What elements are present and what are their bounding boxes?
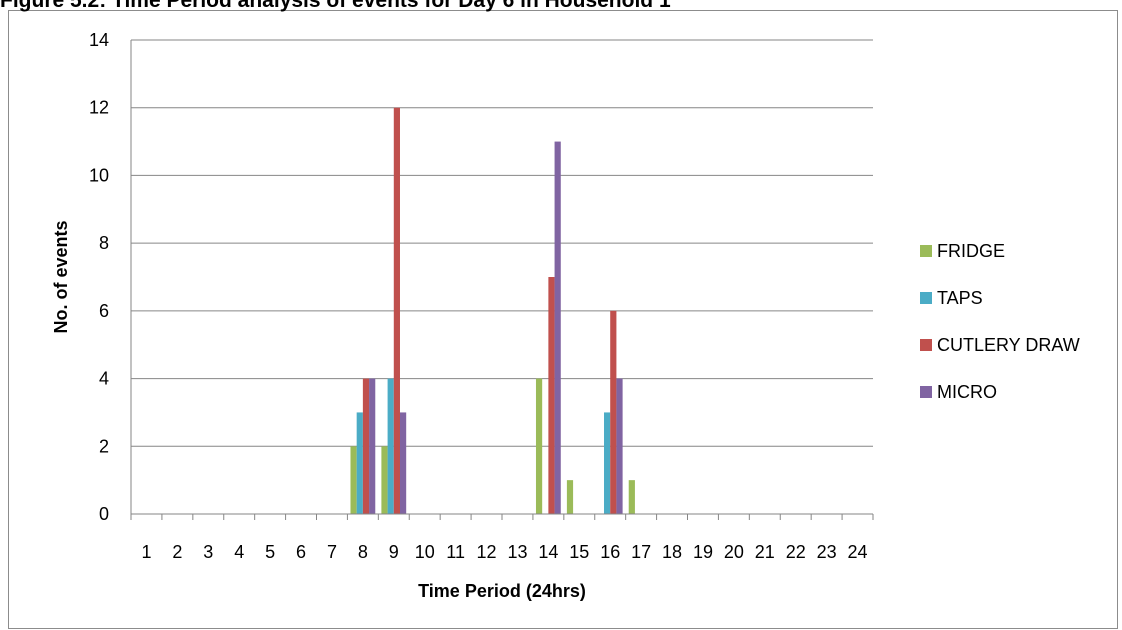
bar-cutlery-draw xyxy=(362,378,370,514)
y-tick-labels: 0 2 4 6 8 10 12 14 xyxy=(89,30,109,524)
x-axis-title: Time Period (24hrs) xyxy=(418,581,586,601)
bar-taps xyxy=(356,412,363,514)
legend-swatch xyxy=(920,245,932,257)
bar-fridge xyxy=(381,446,388,514)
legend-label: CUTLERY DRAW xyxy=(937,335,1080,355)
bar-micro xyxy=(369,378,376,514)
bars xyxy=(350,107,635,515)
page-title: Figure 5.2: Time Period analysis of even… xyxy=(0,0,671,12)
y-tick-label: 2 xyxy=(99,436,109,456)
bar-cutlery-draw xyxy=(610,310,617,514)
bar-cutlery-draw xyxy=(548,277,555,514)
gridlines xyxy=(131,39,873,515)
axes xyxy=(130,40,874,520)
x-tick-label: 3 xyxy=(203,542,213,562)
legend-label: TAPS xyxy=(937,288,983,308)
y-tick-label: 6 xyxy=(99,301,109,321)
x-tick-label: 9 xyxy=(389,542,399,562)
x-tick-label: 20 xyxy=(724,542,744,562)
x-tick-label: 23 xyxy=(817,542,837,562)
y-tick-label: 0 xyxy=(99,504,109,524)
y-tick-label: 10 xyxy=(89,165,109,185)
x-tick-label: 15 xyxy=(569,542,589,562)
legend: FRIDGE TAPS CUTLERY DRAW MICRO xyxy=(920,241,1080,402)
x-tick-label: 1 xyxy=(141,542,151,562)
x-tick-label: 16 xyxy=(600,542,620,562)
bar-fridge xyxy=(535,378,543,514)
x-tick-label: 7 xyxy=(327,542,337,562)
bar-taps xyxy=(604,412,611,514)
bar-micro xyxy=(399,412,407,514)
x-tick-label: 6 xyxy=(296,542,306,562)
legend-label: MICRO xyxy=(937,382,997,402)
bar-fridge xyxy=(350,446,357,514)
bar-micro xyxy=(616,378,623,514)
bar-fridge xyxy=(628,480,635,514)
chart-frame xyxy=(8,10,1118,629)
y-tick-label: 12 xyxy=(89,98,109,118)
x-tick-label: 10 xyxy=(415,542,435,562)
x-tick-labels: 1 2 3 4 5 6 7 8 9 10 11 12 13 14 15 16 17 18 19 20 21 22 23 24 xyxy=(141,542,867,562)
y-tick-label: 4 xyxy=(99,369,109,389)
x-tick-label: 12 xyxy=(477,542,497,562)
x-tick-label: 24 xyxy=(848,542,868,562)
legend-swatch xyxy=(920,386,932,398)
x-tick-label: 21 xyxy=(755,542,775,562)
y-axis-title: No. of events xyxy=(51,220,71,333)
legend-swatch xyxy=(920,292,932,304)
y-tick-label: 8 xyxy=(99,233,109,253)
x-tick-label: 18 xyxy=(662,542,682,562)
x-tick-label: 11 xyxy=(446,542,465,562)
x-tick-label: 19 xyxy=(693,542,713,562)
bar-taps xyxy=(387,378,394,514)
legend-swatch xyxy=(920,339,932,351)
x-tick-label: 22 xyxy=(786,542,806,562)
bar-cutlery-draw xyxy=(393,107,400,514)
legend-label: FRIDGE xyxy=(937,241,1005,261)
y-tick-label: 14 xyxy=(89,30,109,50)
x-tick-label: 5 xyxy=(265,542,275,562)
x-tick-label: 2 xyxy=(172,542,182,562)
bar-micro xyxy=(554,141,561,515)
x-tick-label: 8 xyxy=(358,542,368,562)
x-tick-label: 4 xyxy=(234,542,244,562)
x-tick-label: 14 xyxy=(538,542,558,562)
x-tick-label: 13 xyxy=(507,542,527,562)
bar-fridge xyxy=(566,480,574,514)
x-tick-label: 17 xyxy=(631,542,651,562)
